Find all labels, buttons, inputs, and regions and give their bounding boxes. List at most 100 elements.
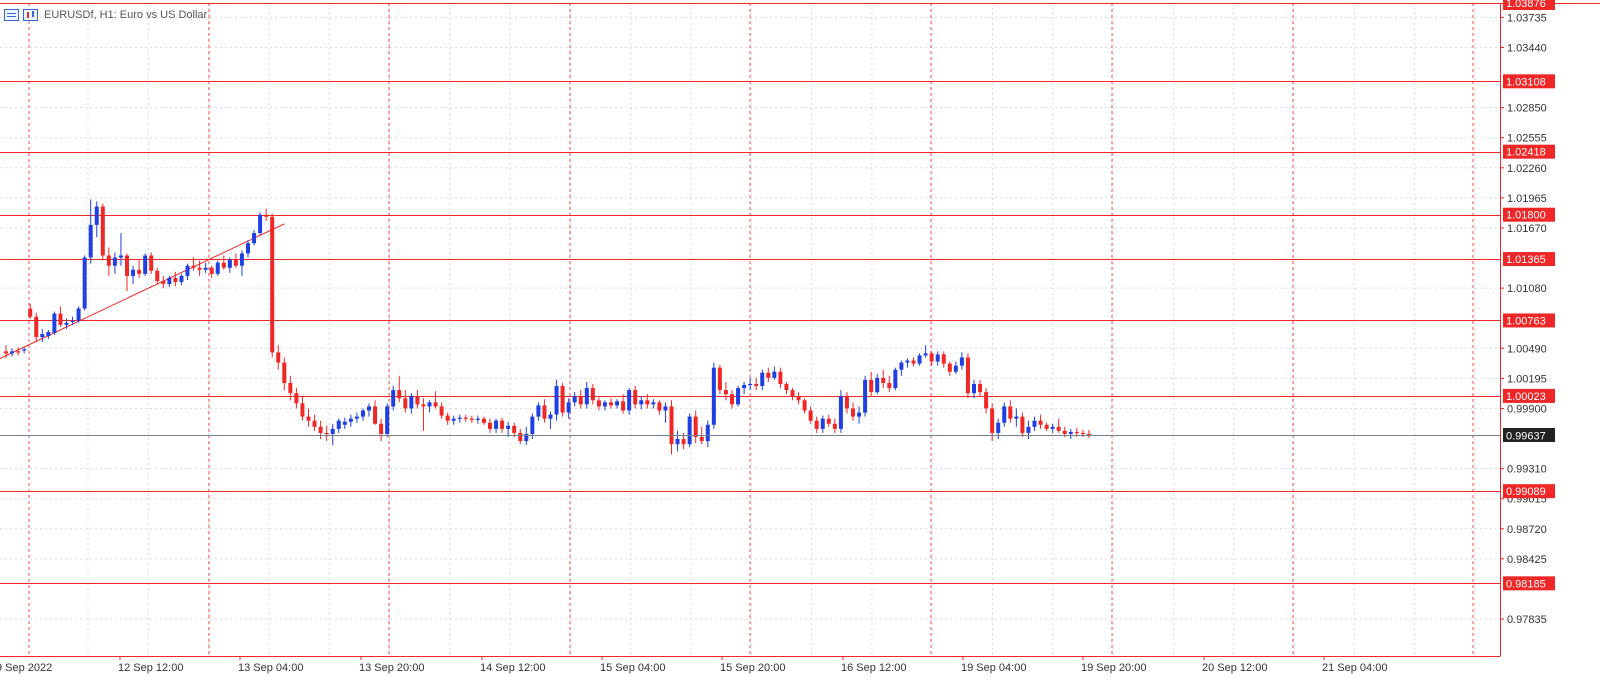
candle (106, 247, 111, 276)
candle (197, 260, 202, 276)
candle-body (125, 255, 129, 276)
price-tick-label: 0.99310 (1507, 464, 1547, 476)
candle (990, 403, 995, 442)
candle (578, 390, 583, 409)
candle-body (137, 269, 142, 274)
candle (875, 373, 880, 395)
candle (1086, 429, 1091, 439)
candle-body (923, 353, 928, 356)
candle-body (929, 353, 934, 362)
candle-body (185, 265, 190, 276)
candle-body (851, 408, 855, 417)
candle-body (270, 216, 275, 353)
time-label: 12 Sep 12:00 (118, 662, 183, 674)
candle (536, 402, 541, 421)
candle (881, 369, 886, 389)
candle-body (1068, 431, 1073, 434)
candle-body (844, 396, 849, 409)
candle (917, 353, 922, 366)
candle (312, 414, 317, 431)
candle-body (518, 432, 523, 442)
candle (929, 351, 934, 366)
candle (711, 362, 716, 429)
candle (1032, 416, 1037, 431)
price-tick-label: 0.98425 (1507, 554, 1547, 566)
candle-body (258, 214, 263, 234)
candle-body (312, 420, 317, 427)
candle-body (530, 416, 535, 434)
candle-body (16, 351, 21, 353)
candle (572, 392, 577, 407)
candle (64, 318, 69, 329)
candle-body (276, 352, 281, 363)
time-axis[interactable]: 9 Sep 2022 12 Sep 12:00 13 Sep 04:00 13 Sep… (0, 656, 1387, 674)
candle-body (536, 405, 541, 417)
candle (137, 259, 142, 278)
candle (844, 392, 849, 414)
candle (693, 410, 698, 444)
candle (748, 377, 753, 391)
candle-body (651, 402, 656, 405)
candle (863, 375, 868, 417)
candle (52, 311, 57, 336)
candle (82, 255, 87, 311)
candle-body (905, 360, 910, 363)
candle (766, 367, 771, 382)
candle-body (1038, 420, 1043, 425)
candle (560, 382, 565, 417)
candle-body (246, 243, 250, 254)
candle (851, 402, 855, 421)
candle (367, 403, 371, 417)
candle-body (252, 233, 257, 244)
candle (252, 229, 257, 246)
price-axis[interactable]: 1.03735 1.03440 1.02850 1.02555 1.02260 1.019… (1500, 0, 1555, 626)
candle-body (179, 275, 184, 283)
candle-body (1074, 431, 1079, 434)
candle-body (584, 388, 589, 405)
candle (318, 420, 323, 440)
candle-body (675, 439, 680, 445)
level-label: 0.99089 (1506, 486, 1546, 498)
candle-body (58, 313, 63, 325)
candle-body (1050, 426, 1055, 429)
chart-properties-icon[interactable] (23, 9, 38, 21)
candle-body (760, 372, 765, 387)
candle (10, 348, 15, 357)
candle-body (754, 383, 759, 387)
candle-body (832, 423, 837, 429)
price-tick-label: 1.03735 (1507, 12, 1547, 24)
candle-body (10, 351, 15, 354)
candle-body (300, 403, 305, 417)
candle (391, 386, 396, 411)
price-tick-label: 1.00490 (1507, 343, 1547, 355)
price-tick-label: 1.02850 (1507, 103, 1547, 115)
candle-body (34, 316, 39, 338)
candle-body (717, 367, 722, 391)
candle (542, 399, 547, 423)
candle-body (155, 270, 160, 281)
candle-body (488, 422, 492, 429)
candle (155, 267, 160, 285)
candle (1068, 428, 1073, 440)
candle-body (887, 382, 892, 389)
candle-body (1002, 406, 1007, 423)
list-icon[interactable] (4, 9, 19, 21)
candle-body (203, 267, 208, 270)
candle-body (1008, 406, 1013, 419)
candle-body (439, 406, 444, 416)
candle-body (863, 379, 868, 413)
candle (445, 412, 450, 425)
candle (276, 345, 281, 370)
candle-body (88, 224, 93, 258)
candle (717, 364, 722, 395)
candle (149, 252, 154, 274)
candle-body (191, 265, 196, 268)
candle-body (875, 377, 880, 393)
candle-body (28, 308, 33, 317)
candle (488, 418, 492, 433)
candle-body (596, 400, 601, 407)
time-label: 19 Sep 20:00 (1081, 662, 1146, 674)
candle (899, 360, 904, 376)
candle-body (342, 421, 347, 425)
